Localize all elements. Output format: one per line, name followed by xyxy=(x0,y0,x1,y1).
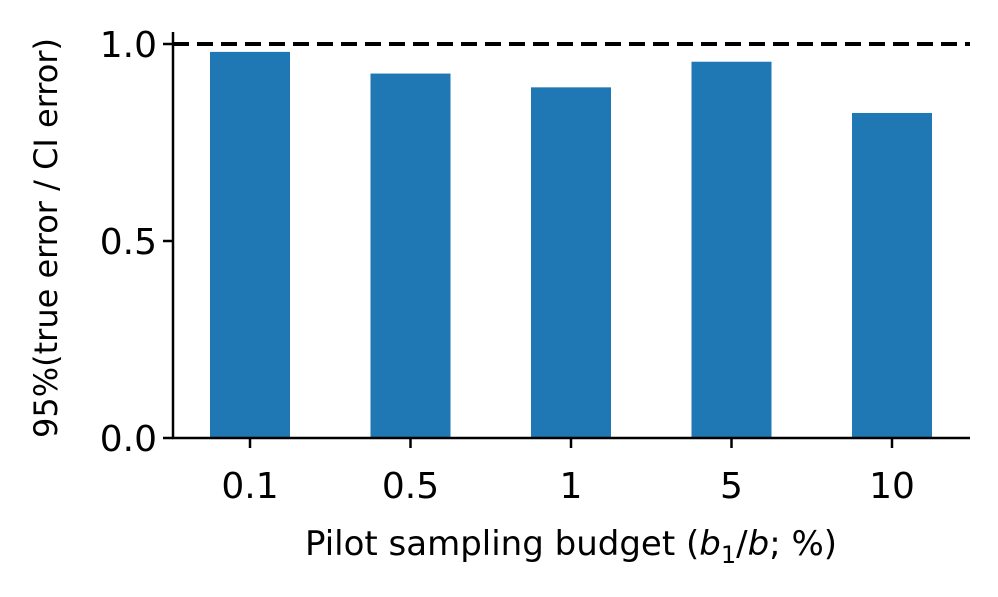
y-tick-label: 0.0 xyxy=(100,419,157,460)
bar-1 xyxy=(531,87,611,438)
x-ticks-group: 0.1 0.5 1 5 10 xyxy=(221,438,915,507)
x-tick-label: 0.5 xyxy=(382,466,439,507)
bar-10 xyxy=(852,112,932,438)
x-tick-label: 5 xyxy=(720,466,743,507)
y-axis-label: 95%(true error / CI error) xyxy=(27,38,65,438)
x-tick-label: 1 xyxy=(560,466,583,507)
bars-group xyxy=(210,51,932,439)
bar-0.1 xyxy=(210,51,290,438)
bar-5 xyxy=(691,61,772,438)
x-tick-label: 10 xyxy=(869,466,915,507)
y-tick-label: 1.0 xyxy=(100,25,157,66)
x-tick-label: 0.1 xyxy=(221,466,278,507)
bar-0.5 xyxy=(370,73,451,439)
x-axis-label: Pilot sampling budget (b1/b; %) xyxy=(305,524,837,569)
y-tick-label: 0.5 xyxy=(100,222,157,263)
y-ticks-group: 0.0 0.5 1.0 xyxy=(100,25,173,460)
